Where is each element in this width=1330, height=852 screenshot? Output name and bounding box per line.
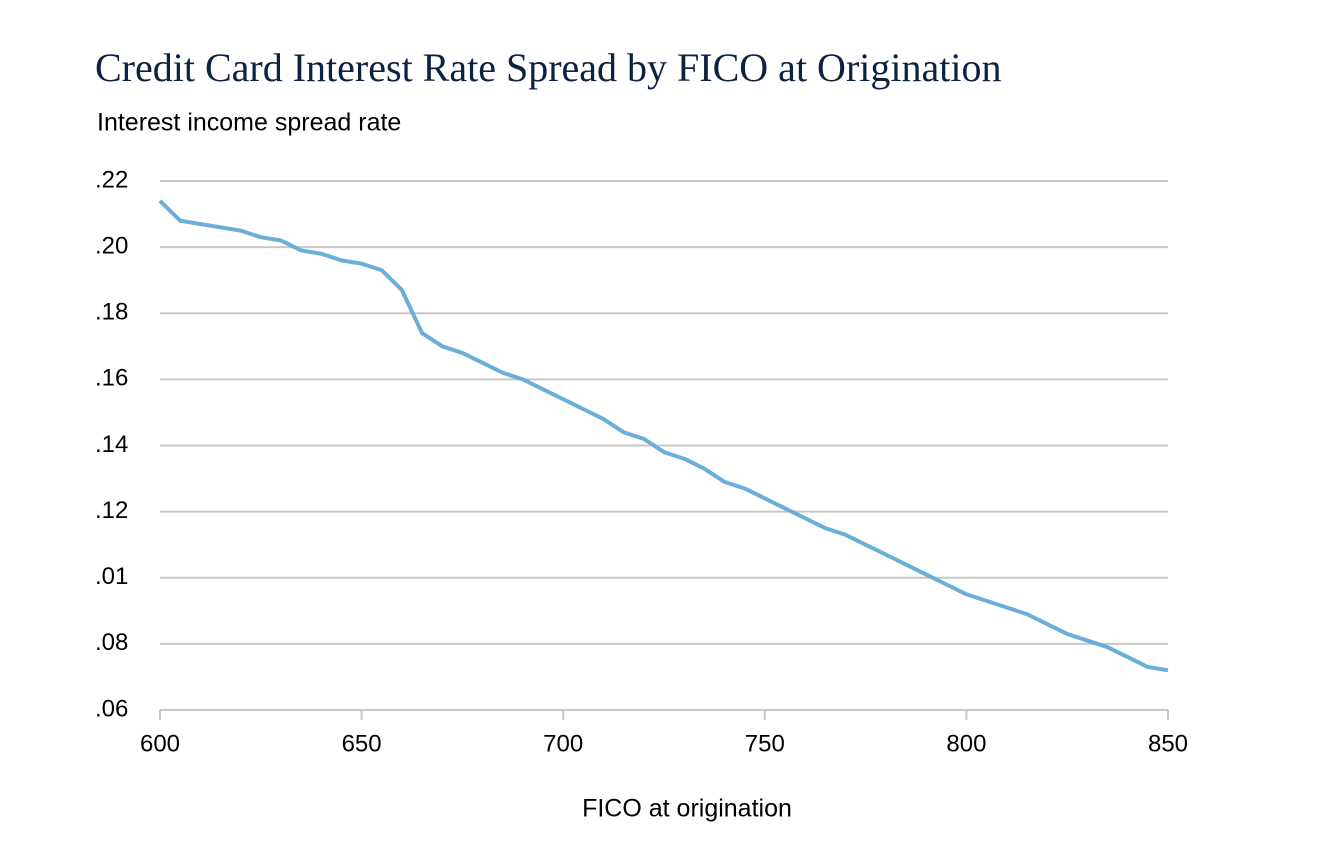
y-tick-label: .06 <box>95 695 128 722</box>
y-tick-label: .14 <box>95 431 128 458</box>
y-tick-label: .18 <box>95 299 128 326</box>
y-tick-label: .20 <box>95 232 128 259</box>
x-tick-label: 650 <box>342 730 382 757</box>
x-tick-label: 750 <box>745 730 785 757</box>
x-tick-label: 850 <box>1148 730 1188 757</box>
y-tick-label: .01 <box>95 563 128 590</box>
line-series <box>158 199 1169 673</box>
chart-title: Credit Card Interest Rate Spread by FICO… <box>95 45 1001 90</box>
x-tick-label: 600 <box>140 730 180 757</box>
y-tick-label: .12 <box>95 497 128 524</box>
y-tick-label: .22 <box>95 166 128 193</box>
x-tick-label: 800 <box>946 730 986 757</box>
y-tick-label: .16 <box>95 365 128 392</box>
x-tick-label: 700 <box>543 730 583 757</box>
y-tick-label: .08 <box>95 629 128 656</box>
x-axis-label: FICO at origination <box>582 795 792 823</box>
y-axis-label: Interest income spread rate <box>97 109 401 137</box>
